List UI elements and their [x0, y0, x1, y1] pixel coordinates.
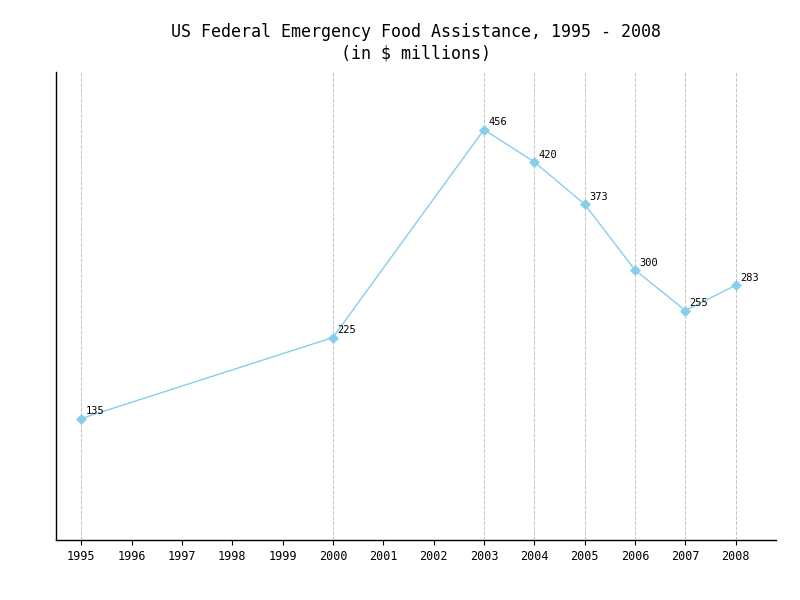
Text: 283: 283 — [740, 273, 758, 283]
Text: 456: 456 — [488, 118, 507, 127]
Text: 225: 225 — [337, 325, 356, 335]
Text: 255: 255 — [690, 298, 708, 308]
Text: 135: 135 — [86, 406, 104, 416]
Text: 300: 300 — [639, 258, 658, 268]
Text: 420: 420 — [538, 150, 558, 160]
Text: 373: 373 — [589, 192, 607, 202]
Title: US Federal Emergency Food Assistance, 1995 - 2008
(in $ millions): US Federal Emergency Food Assistance, 19… — [171, 23, 661, 62]
